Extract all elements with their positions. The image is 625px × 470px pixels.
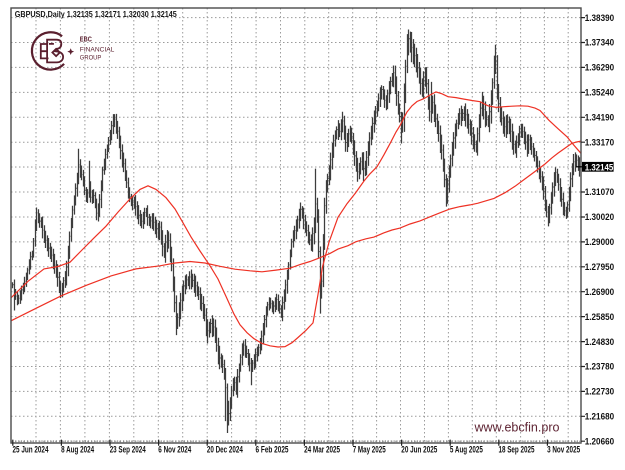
svg-text:5 Aug 2025: 5 Aug 2025 [450,444,483,454]
svg-text:1.23780: 1.23780 [585,362,614,372]
svg-text:1.30020: 1.30020 [585,212,614,222]
svg-text:1.26900: 1.26900 [585,287,614,297]
svg-text:1.22730: 1.22730 [585,387,614,397]
svg-text:1.20660: 1.20660 [585,436,614,446]
svg-text:1.32145: 1.32145 [585,162,614,172]
svg-text:GBPUSD,Daily 1.32135 1.32171: GBPUSD,Daily 1.32135 1.32171 1.32030 1.3… [15,9,177,19]
svg-text:1.25850: 1.25850 [585,312,614,322]
svg-text:EBC: EBC [80,37,92,44]
svg-text:www.ebcfin.pro: www.ebcfin.pro [474,420,560,435]
svg-text:8 Aug 2024: 8 Aug 2024 [61,444,94,454]
svg-text:1.33170: 1.33170 [585,137,614,147]
svg-text:1.35240: 1.35240 [585,88,614,98]
svg-text:FINANCIAL: FINANCIAL [80,47,115,54]
svg-text:1.27950: 1.27950 [585,262,614,272]
svg-text:25 Jun 2024: 25 Jun 2024 [13,444,49,454]
svg-text:3 Nov 2025: 3 Nov 2025 [547,444,580,454]
svg-text:1.31070: 1.31070 [585,187,614,197]
svg-text:23 Sep 2024: 23 Sep 2024 [110,444,146,454]
svg-text:1.36290: 1.36290 [585,63,614,73]
svg-text:1.29000: 1.29000 [585,237,614,247]
svg-text:1.34190: 1.34190 [585,113,614,123]
svg-text:1.21680: 1.21680 [585,412,614,422]
svg-text:6 Nov 2024: 6 Nov 2024 [158,444,191,454]
svg-text:6 Feb 2025: 6 Feb 2025 [256,444,289,454]
svg-text:1.24830: 1.24830 [585,337,614,347]
svg-text:24 Mar 2025: 24 Mar 2025 [304,444,340,454]
svg-text:7 May 2025: 7 May 2025 [353,444,386,454]
svg-text:20 Jun 2025: 20 Jun 2025 [401,444,437,454]
svg-text:GROUP: GROUP [80,54,102,61]
svg-text:18 Sep 2025: 18 Sep 2025 [499,444,535,454]
svg-text:1.38390: 1.38390 [585,13,614,23]
svg-text:1.37340: 1.37340 [585,38,614,48]
svg-text:20 Dec 2024: 20 Dec 2024 [207,444,243,454]
